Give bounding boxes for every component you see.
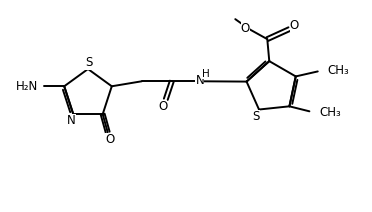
Text: N: N — [195, 74, 204, 87]
Text: O: O — [290, 19, 299, 32]
Text: S: S — [85, 57, 93, 70]
Text: N: N — [67, 114, 76, 127]
Text: O: O — [105, 133, 114, 146]
Text: H: H — [202, 69, 210, 79]
Text: O: O — [241, 22, 250, 35]
Text: CH₃: CH₃ — [320, 106, 341, 119]
Text: CH₃: CH₃ — [328, 64, 350, 77]
Text: S: S — [252, 110, 260, 123]
Text: O: O — [158, 100, 167, 113]
Text: H₂N: H₂N — [16, 80, 38, 93]
